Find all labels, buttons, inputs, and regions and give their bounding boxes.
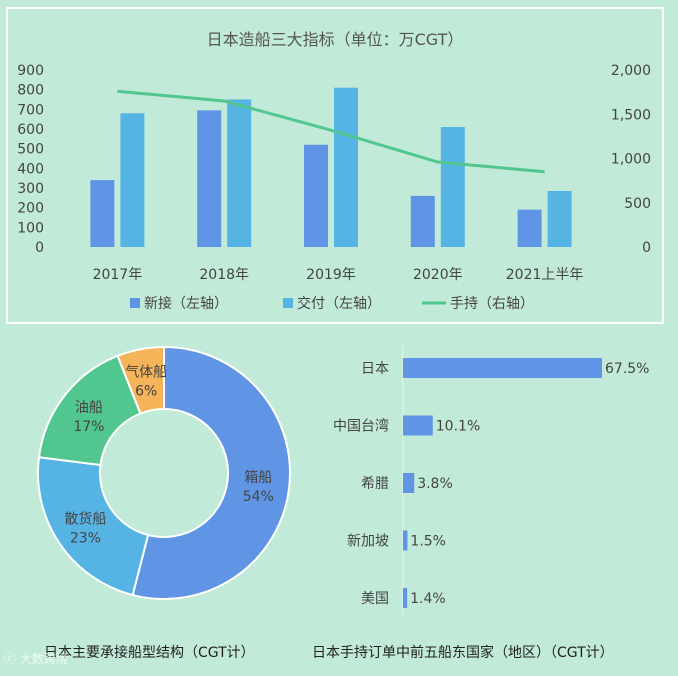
x-axis-category-label: 2019年 (306, 267, 356, 283)
country-label: 日本 (361, 361, 389, 377)
owner-bar (403, 588, 408, 608)
left-axis-tick-label: 100 (17, 220, 44, 236)
bar-new-orders (197, 110, 222, 247)
bar-deliveries (120, 113, 145, 248)
left-axis-tick-label: 0 (35, 240, 44, 256)
slice-label: 油船 (75, 400, 103, 416)
left-axis-tick-label: 900 (17, 63, 44, 79)
slice-label: 气体船 (125, 365, 167, 381)
line-backlog (117, 89, 545, 174)
owner-bar (403, 530, 408, 551)
bar-deliveries (227, 99, 252, 247)
shipbuilding-indicators-chart: 日本造船三大指标（单位：万CGT） 900 800 700 600 500 400 300 2… (17, 30, 651, 312)
owner-bar (403, 415, 433, 436)
owner-bar (403, 473, 415, 493)
chart-title: 日本造船三大指标（单位：万CGT） (207, 30, 464, 49)
left-axis-tick-label: 700 (17, 102, 44, 118)
bar-chart-caption: 日本手持订单中前五船东国家（地区）（CGT计） (312, 645, 614, 661)
top-chart-panel: 日本造船三大指标（单位：万CGT） 900 800 700 600 500 400 300 2… (6, 7, 664, 324)
x-axis-category-label: 2017年 (93, 267, 143, 283)
x-axis-category-label: 2021上半年 (506, 267, 584, 283)
share-value-label: 1.4% (410, 591, 446, 607)
share-value-label: 1.5% (410, 534, 446, 550)
donut-chart-caption: 日本主要承接船型结构（CGT计） (44, 645, 255, 661)
right-axis-tick-label: 1,500 (611, 107, 651, 123)
watermark-icon: ⓒ (4, 652, 17, 666)
share-value-label: 3.8% (417, 476, 453, 492)
bar-new-orders (410, 195, 435, 247)
bar-new-orders (90, 180, 115, 247)
share-value-label: 10.1% (436, 419, 480, 435)
left-axis-tick-label: 600 (17, 122, 44, 138)
right-axis-tick-label: 500 (624, 196, 651, 212)
slice-label: 散货船 (64, 510, 106, 527)
left-axis-tick-label: 300 (17, 181, 44, 197)
left-axis-tick-label: 500 (17, 142, 44, 158)
slice-percent: 54% (243, 489, 274, 505)
x-axis-category-label: 2018年 (199, 267, 249, 283)
legend-swatch (283, 298, 293, 308)
donut-slice (116, 345, 165, 415)
legend-swatch (130, 298, 140, 308)
donut-slice (131, 345, 291, 600)
right-axis-tick-label: 2,000 (611, 63, 651, 79)
bar-deliveries (440, 127, 465, 247)
slice-percent: 17% (73, 419, 104, 435)
owner-country-bar-chart: 日本 67.5% 中国台湾 10.1% 希腊 3.8% 新加坡 1.5% 美国 1.4% (333, 346, 649, 614)
watermark-logo: ⓒ 大数跨境 (4, 650, 68, 667)
owner-bar (403, 358, 602, 378)
slice-percent: 6% (135, 384, 157, 400)
legend-label: 新接（左轴） (144, 295, 228, 312)
slice-percent: 23% (70, 530, 101, 546)
donut-slice (37, 456, 150, 597)
legend-label: 手持（右轴） (450, 296, 534, 312)
bar-deliveries (547, 190, 572, 247)
share-value-label: 67.5% (605, 361, 649, 377)
watermark-text: 大数跨境 (19, 652, 68, 666)
bar-deliveries (334, 87, 358, 247)
right-axis-tick-label: 1,000 (611, 152, 651, 168)
right-axis-tick-label: 0 (642, 240, 651, 256)
left-axis-tick-label: 800 (17, 83, 44, 99)
country-label: 中国台湾 (333, 418, 389, 435)
country-label: 新加坡 (347, 534, 389, 550)
left-axis-tick-label: 400 (17, 161, 44, 177)
ship-type-donut-chart: 箱船 54% 散货船 23% 油船 17% 气体船 6% (37, 345, 291, 600)
left-axis-tick-label: 200 (17, 201, 44, 217)
x-axis-category-label: 2020年 (413, 267, 463, 283)
country-label: 希腊 (361, 476, 389, 492)
bar-new-orders (304, 144, 328, 247)
country-label: 美国 (361, 591, 389, 607)
legend-label: 交付（左轴） (297, 295, 381, 312)
bar-new-orders (517, 209, 542, 247)
slice-label: 箱船 (244, 470, 272, 486)
